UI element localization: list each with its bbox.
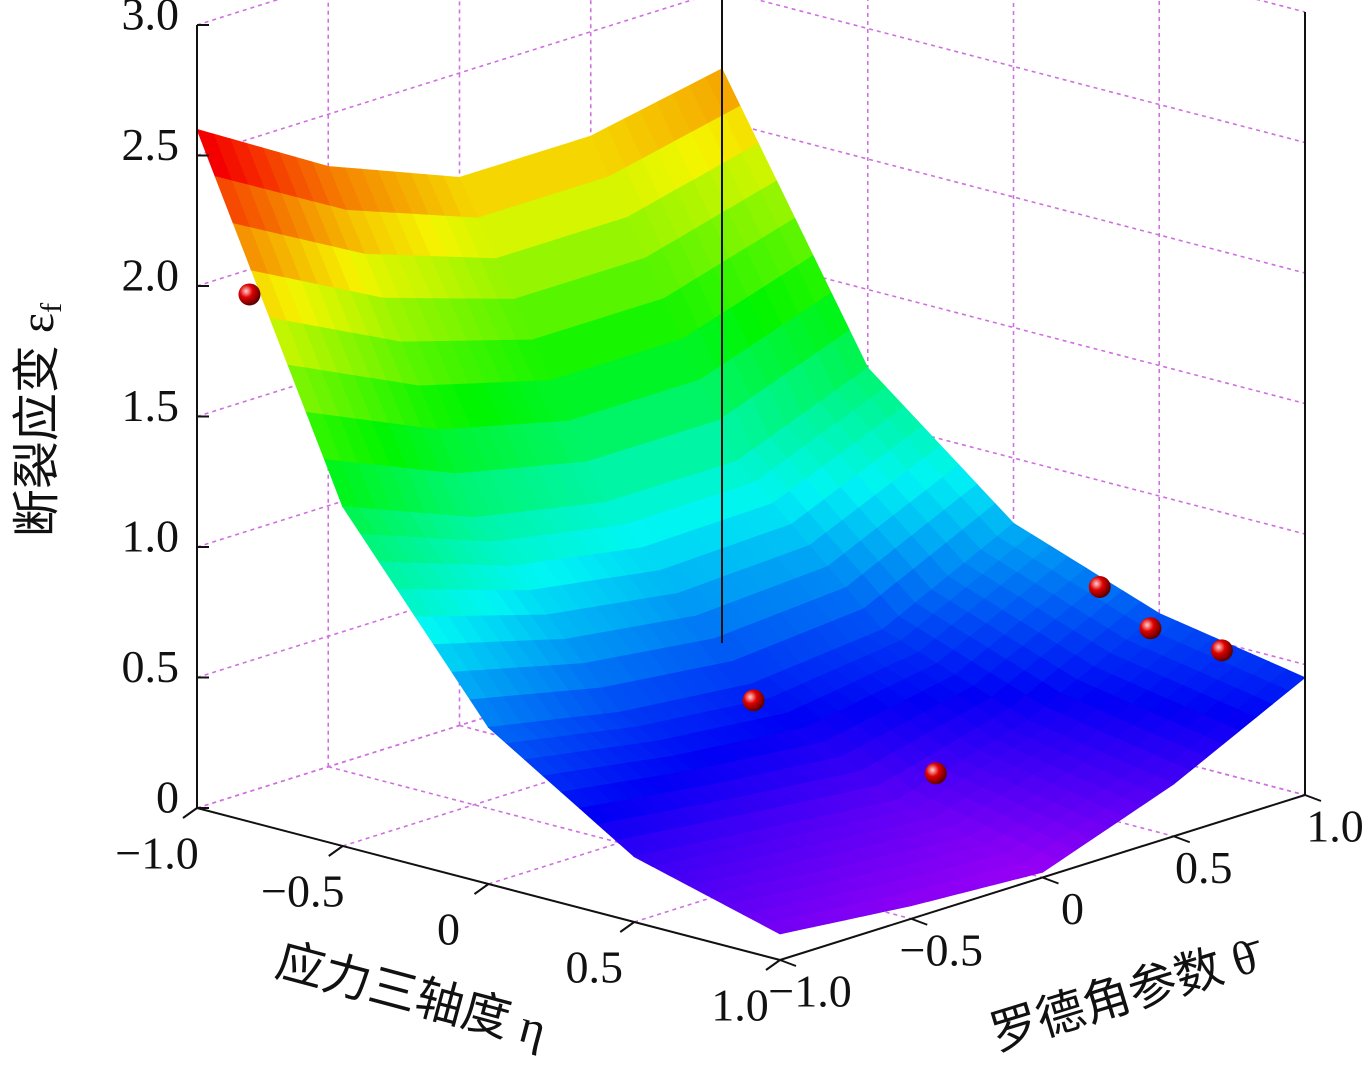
y-tick [779,959,797,967]
data-point [238,283,261,306]
z-tick-label: 3.0 [122,0,180,40]
data-point [924,762,947,785]
y-tick [910,917,928,926]
y-tick [1042,876,1059,885]
x-tick [182,807,198,819]
y-tick-label: 0.5 [1175,842,1233,893]
points [238,283,1233,785]
x-tick [765,959,781,971]
surface-cell [760,920,798,935]
z-tick-label: 2.5 [122,119,180,170]
x-tick [328,845,344,857]
y-tick-label: 0 [1061,883,1084,934]
y-tick [1304,794,1322,802]
y-tick [1173,835,1191,844]
surface [196,68,1306,935]
z-axis-label-text: 断裂应变 ε [11,313,64,537]
x-tick-label: 1.0 [711,980,769,1031]
data-point [1139,617,1162,640]
x-tick-label: 0 [437,904,460,955]
axes: 00.51.01.52.02.53.0−1.0−0.500.51.0 −1.0−0… [115,0,1364,1031]
y-tick-label: −0.5 [900,924,983,975]
z-tick-label: 2.0 [122,250,180,301]
z-axis-label: 断裂应变 εf [11,303,68,537]
x-tick-label: −1.0 [115,828,198,879]
x-tick [473,883,490,895]
z-tick-label: 0 [156,772,179,823]
data-point [1088,576,1111,599]
y-tick-label: 1.0 [1306,801,1364,852]
grid-line [196,0,695,157]
z-axis-label-subscript: f [35,303,68,313]
x-axis-label: 应力三轴度 η [270,934,551,1057]
x-tick-label: 0.5 [566,942,624,993]
x-tick-label: −0.5 [261,866,344,917]
y-axis-label: 罗德角参数 θ̄ [984,928,1270,1061]
z-tick-label: 1.0 [122,511,180,562]
z-tick-label: 1.5 [122,380,180,431]
x-tick [619,921,635,933]
data-point [742,689,765,712]
y-tick-label: −1.0 [768,966,851,1017]
data-point [1210,639,1233,662]
z-tick-label: 0.5 [122,641,180,692]
